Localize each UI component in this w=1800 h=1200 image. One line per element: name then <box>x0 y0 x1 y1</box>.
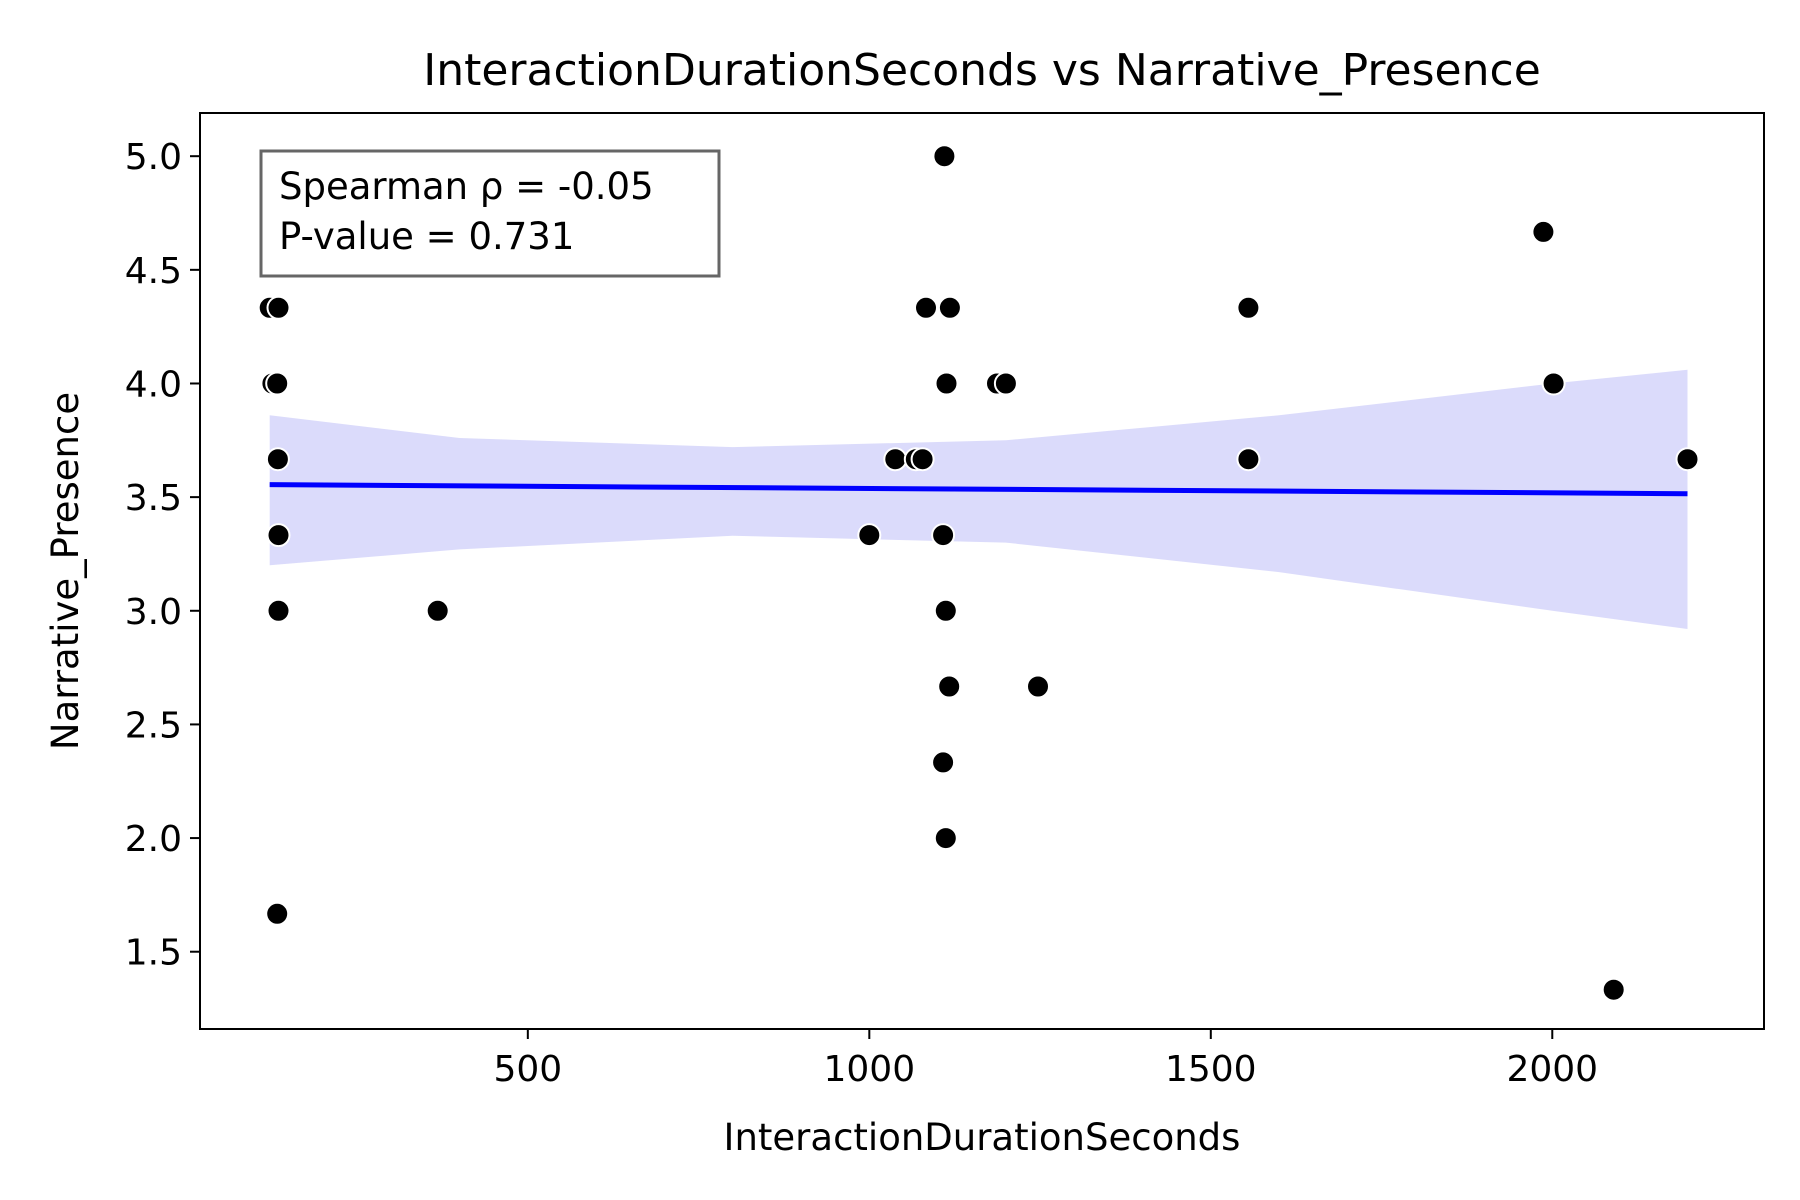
chart-marks <box>257 144 1700 1002</box>
data-point <box>425 598 450 623</box>
x-axis-label: InteractionDurationSeconds <box>724 1116 1241 1159</box>
chart-title: InteractionDurationSeconds vs Narrative_… <box>423 45 1541 96</box>
y-axis: 1.5 2.0 2.5 3.0 3.5 4.0 4.5 5.0 <box>125 137 200 974</box>
data-point <box>937 295 962 320</box>
data-point <box>933 826 958 851</box>
data-point <box>1531 219 1556 244</box>
data-point <box>265 371 290 396</box>
data-point <box>933 598 958 623</box>
data-point <box>265 447 290 472</box>
data-point <box>914 295 938 320</box>
y-tick-label: 5.0 <box>125 137 182 178</box>
x-tick-label: 1500 <box>1165 1049 1257 1090</box>
data-point <box>1236 295 1261 320</box>
stats-line-pvalue: P-value = 0.731 <box>279 215 574 258</box>
y-tick-label: 1.5 <box>125 933 182 974</box>
data-point <box>931 523 956 548</box>
data-point <box>265 901 290 926</box>
regression-line <box>269 482 1688 497</box>
x-tick-label: 2000 <box>1506 1049 1598 1090</box>
data-point <box>932 144 957 169</box>
data-point <box>266 598 291 623</box>
data-point <box>934 371 959 396</box>
y-axis-label: Narrative_Presence <box>44 392 87 750</box>
data-point <box>1026 674 1050 699</box>
y-tick-label: 3.5 <box>125 478 182 519</box>
y-tick-label: 3.0 <box>125 592 182 633</box>
data-point <box>993 371 1018 396</box>
y-tick-label: 4.5 <box>125 251 182 292</box>
y-tick-label: 2.0 <box>125 819 182 860</box>
data-point <box>266 295 291 320</box>
data-point <box>266 523 291 548</box>
stats-box <box>259 149 721 278</box>
confidence-band <box>269 369 1688 629</box>
y-tick-label: 4.0 <box>125 364 182 405</box>
data-point <box>1236 447 1261 472</box>
data-point <box>1541 371 1566 396</box>
data-point <box>910 447 935 472</box>
data-point <box>1675 447 1700 472</box>
data-point <box>931 750 956 775</box>
data-point <box>857 523 882 548</box>
y-tick-label: 2.5 <box>125 705 182 746</box>
x-tick-label: 500 <box>493 1049 562 1090</box>
data-point <box>1601 977 1626 1002</box>
x-tick-label: 1000 <box>823 1049 915 1090</box>
data-point <box>937 674 962 699</box>
stats-annotation: Spearman ρ = -0.05 P-value = 0.731 <box>259 149 721 278</box>
data-point <box>883 447 908 472</box>
stats-line-spearman: Spearman ρ = -0.05 <box>279 165 654 208</box>
plot-frame <box>199 112 1765 1030</box>
x-axis: 500 1000 1500 2000 <box>493 1029 1598 1090</box>
